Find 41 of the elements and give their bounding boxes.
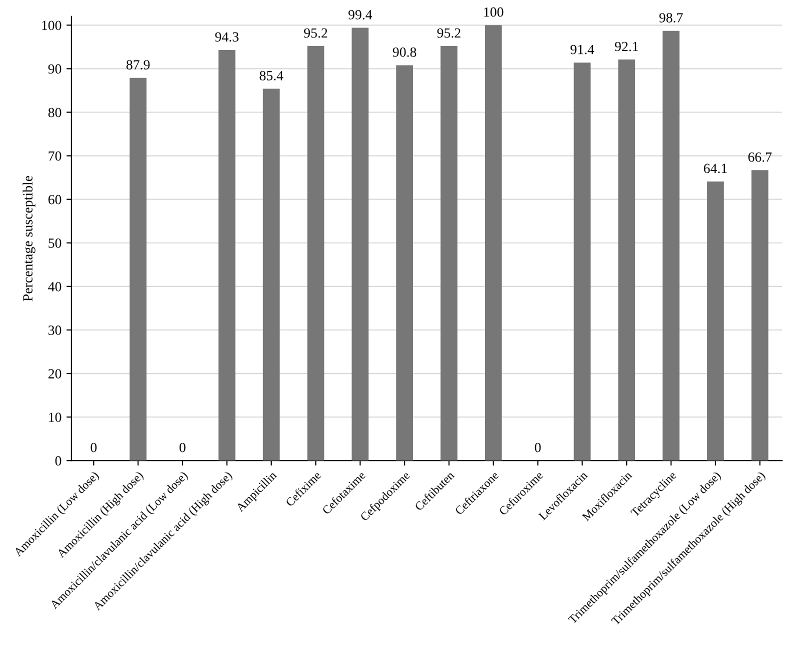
bar (618, 60, 636, 461)
y-tick-label: 40 (48, 282, 62, 292)
y-tick-label: 50 (48, 238, 62, 248)
data-label: 100 (484, 7, 504, 17)
y-tick-label: 0 (55, 456, 62, 466)
data-label: 98.7 (659, 13, 683, 23)
bar (307, 46, 324, 461)
bar (130, 78, 147, 461)
data-label: 91.4 (570, 44, 594, 54)
y-tick-label: 60 (48, 194, 62, 204)
bar (662, 30, 680, 461)
data-label: 87.9 (126, 60, 150, 70)
bar (707, 181, 724, 461)
data-label: 95.2 (304, 28, 328, 38)
bar (484, 25, 502, 461)
y-tick-label: 20 (48, 369, 62, 378)
y-tick-label: 80 (48, 108, 62, 118)
data-label: 0 (534, 442, 541, 452)
data-label: 64.1 (704, 164, 727, 174)
data-label: 94.3 (215, 32, 239, 42)
bar (440, 46, 458, 461)
data-label: 99.4 (348, 10, 372, 20)
y-tick-label: 90 (48, 64, 62, 74)
bar (396, 65, 414, 461)
bar (352, 28, 369, 461)
bar (574, 62, 591, 461)
data-label: 95.2 (437, 28, 460, 38)
y-tick-label: 10 (49, 412, 62, 422)
y-tick-label: 30 (48, 326, 62, 335)
y-tick-label: 100 (42, 20, 62, 30)
data-label: 0 (90, 442, 97, 452)
data-label: 92.1 (614, 42, 638, 52)
data-label: 66.7 (748, 152, 772, 162)
bar (262, 88, 280, 461)
data-label: 85.4 (260, 70, 284, 80)
bar (218, 50, 236, 461)
data-label: 90.8 (392, 47, 416, 57)
y-tick-label: 70 (48, 151, 62, 161)
y-axis-title: Percentage susceptible (22, 176, 36, 302)
bar (751, 170, 768, 461)
data-label: 0 (180, 442, 186, 452)
